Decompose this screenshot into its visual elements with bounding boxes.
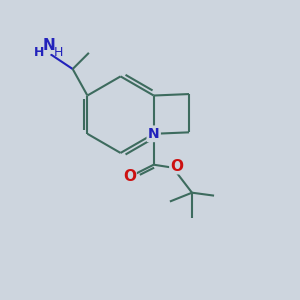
Text: H: H [34, 46, 44, 59]
Text: O: O [170, 159, 183, 174]
Text: N: N [43, 38, 56, 53]
Text: N: N [148, 127, 160, 141]
Text: H: H [53, 46, 63, 59]
Text: O: O [123, 169, 136, 184]
